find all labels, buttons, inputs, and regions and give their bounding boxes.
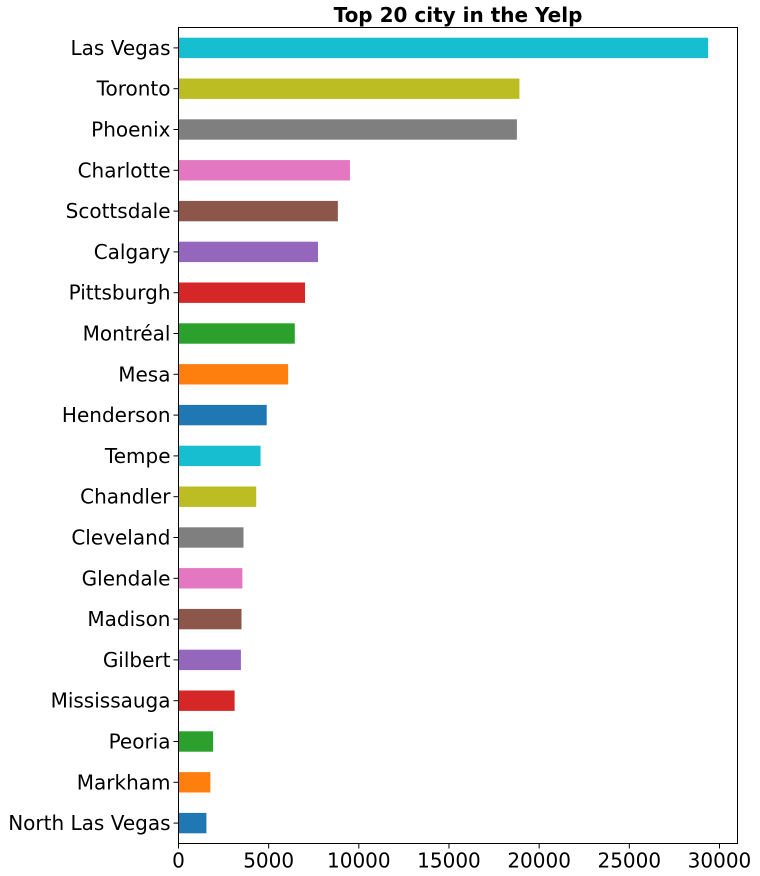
category-label: Gilbert [103,648,171,672]
category-label: Glendale [82,566,171,590]
bar [178,282,306,303]
x-tick-label: 25000 [597,849,661,873]
x-tick-label: 0 [172,849,185,873]
bar [178,37,709,59]
bar [178,445,261,467]
category-label: Charlotte [78,158,171,182]
bar [178,772,211,793]
chart-title: Top 20 city in the Yelp [334,3,583,27]
category-label: Tempe [104,444,171,468]
category-label: Montréal [83,322,171,346]
category-label: Chandler [80,485,171,509]
x-tick-label: 30000 [688,849,752,873]
bar [178,241,318,263]
bar [178,78,520,99]
bar [178,323,295,344]
x-tick-label: 10000 [327,849,391,873]
bar [178,690,235,711]
bar [178,608,242,630]
category-label: Mississauga [51,689,171,713]
category-label: Peoria [109,730,171,754]
bar [178,568,243,589]
x-tick-label: 5000 [243,849,294,873]
plot-frame [178,27,738,844]
category-label: Phoenix [91,118,171,142]
category-label: Cleveland [71,526,170,550]
category-label: Scottsdale [66,199,171,223]
category-labels-group: Las Vegas Toronto Phoenix Charlotte Scottsda… [8,36,179,835]
bar [178,119,517,140]
category-label: Calgary [94,240,171,264]
category-label: Markham [77,770,171,794]
bar [178,812,207,834]
category-label: Las Vegas [71,36,171,60]
bar [178,200,338,222]
category-label: Henderson [62,403,171,427]
x-tick-label: 15000 [417,849,481,873]
category-label: Pittsburgh [69,281,171,305]
category-label: Mesa [118,362,170,386]
x-tick-label: 20000 [507,849,571,873]
bar [178,527,244,548]
category-label: Toronto [96,77,171,101]
category-label: North Las Vegas [8,811,170,835]
x-axis-ticks-group: 0 5000 10000 15000 20000 25000 30000 [172,843,752,873]
bar [178,649,241,671]
bar [178,160,350,181]
bar [178,404,267,426]
bars-group [178,37,709,834]
bar [178,486,257,507]
bar [178,731,214,752]
bar [178,364,289,385]
category-label: Madison [87,607,170,631]
